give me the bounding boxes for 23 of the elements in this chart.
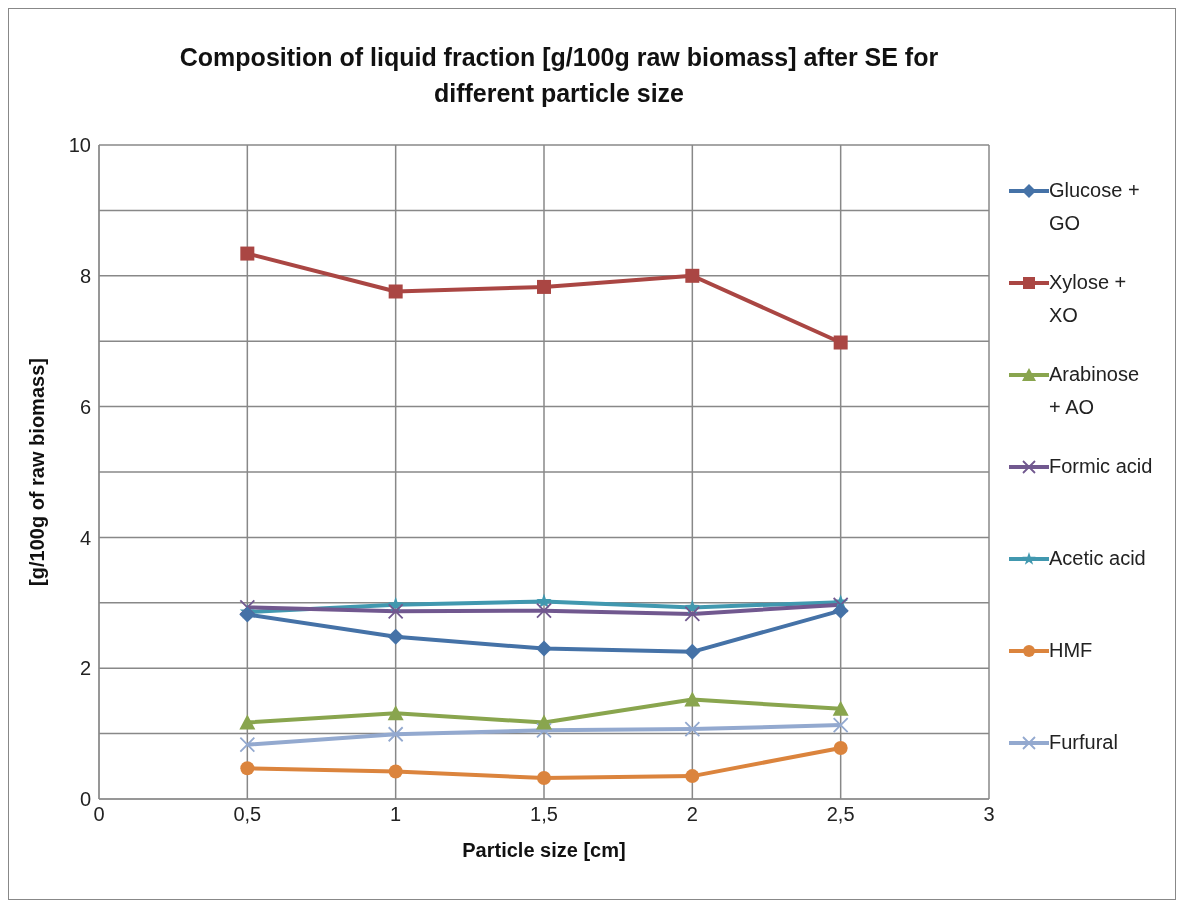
x-tick-label: 1: [390, 803, 402, 826]
x-tick-label: 2: [686, 803, 698, 826]
x-tick-label: 0,5: [233, 803, 262, 826]
x-axis-title: Particle size [cm]: [462, 839, 626, 861]
y-axis-title: [g/100g of raw biomass]: [26, 358, 49, 586]
legend-label: Acetic acid: [1049, 546, 1147, 571]
legend-label: Formic acid: [1049, 454, 1154, 479]
y-tick-label: 6: [79, 395, 91, 418]
x-tick-label: 0: [93, 803, 105, 826]
x-tick-label: 1,5: [530, 803, 558, 826]
legend-label: Glucose + GO: [1049, 178, 1141, 236]
legend-label: Furfural: [1049, 730, 1119, 755]
legend-label: Xylose + XO: [1049, 270, 1128, 328]
legend-label: Arabinose + AO: [1049, 362, 1141, 420]
x-tick-label: 2,5: [826, 803, 855, 826]
y-tick-label: 4: [79, 526, 91, 549]
legend-label: HMF: [1049, 638, 1094, 663]
y-tick-label: 0: [79, 788, 91, 811]
y-tick-label: 10: [68, 134, 91, 157]
x-tick-label: 3: [983, 803, 995, 826]
y-tick-label: 2: [79, 657, 91, 680]
y-tick-label: 8: [79, 264, 91, 287]
chart-title: Composition of liquid fraction [g/100g raw biomass] after SE for different particle size: [178, 42, 940, 109]
